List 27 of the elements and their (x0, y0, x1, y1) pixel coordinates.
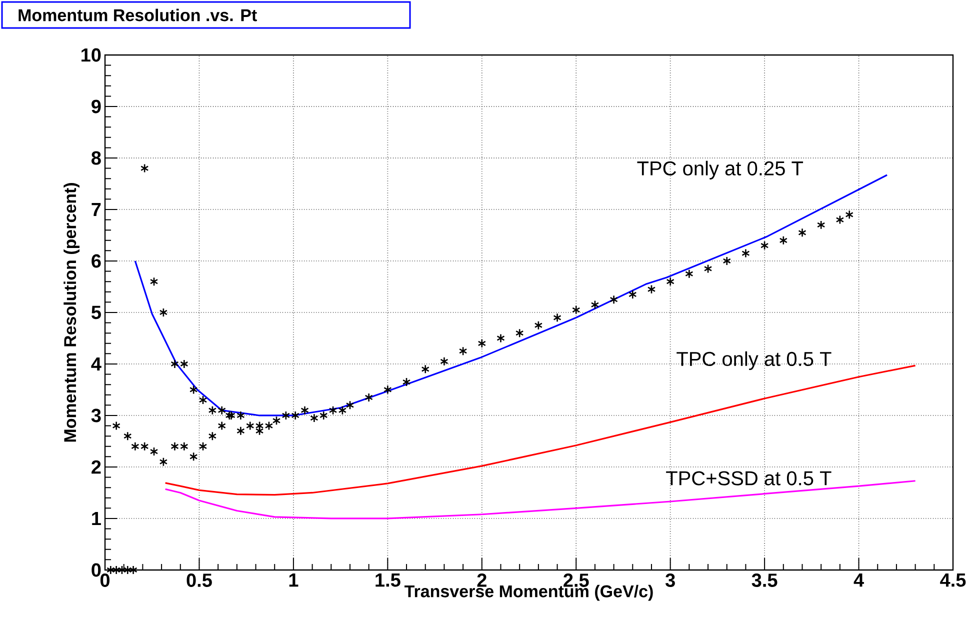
series-label: TPC only at 0.25 T (637, 160, 804, 180)
series-label: TPC+SSD at 0.5 T (666, 471, 832, 486)
x-tick-label: 2 (477, 574, 486, 587)
chart-title: Momentum Resolution .vs. Pt (18, 8, 257, 22)
y-tick-label: 2 (92, 460, 101, 474)
y-tick-label: 0 (92, 563, 101, 577)
y-tick-label: 9 (92, 100, 101, 114)
x-tick-label: 4.5 (940, 574, 966, 587)
x-tick-label: 0.5 (186, 574, 212, 587)
y-tick-label: 7 (92, 202, 101, 216)
x-tick-label: 2.5 (564, 574, 589, 587)
y-tick-label: 6 (92, 254, 101, 268)
y-axis-title: Momentum Resolution (percent) (64, 183, 80, 442)
x-tick-label: 3 (665, 574, 675, 588)
y-tick-label: 10 (82, 48, 101, 62)
y-tick-label: 4 (91, 357, 102, 371)
y-tick-label: 5 (91, 306, 101, 320)
x-tick-label: 4 (854, 574, 864, 587)
x-axis-title: Transverse Momentum (GeV/c) (404, 584, 653, 601)
x-tick-label: 1.5 (376, 574, 400, 587)
x-tick-label: 1 (289, 574, 298, 587)
y-tick-label: 1 (92, 512, 101, 526)
x-tick-label: 3.5 (752, 574, 778, 588)
x-tick-label: 0 (100, 574, 110, 587)
series-label: TPC only at 0.5 T (676, 351, 832, 370)
y-tick-label: 3 (91, 408, 101, 422)
y-tick-label: 8 (92, 151, 101, 165)
